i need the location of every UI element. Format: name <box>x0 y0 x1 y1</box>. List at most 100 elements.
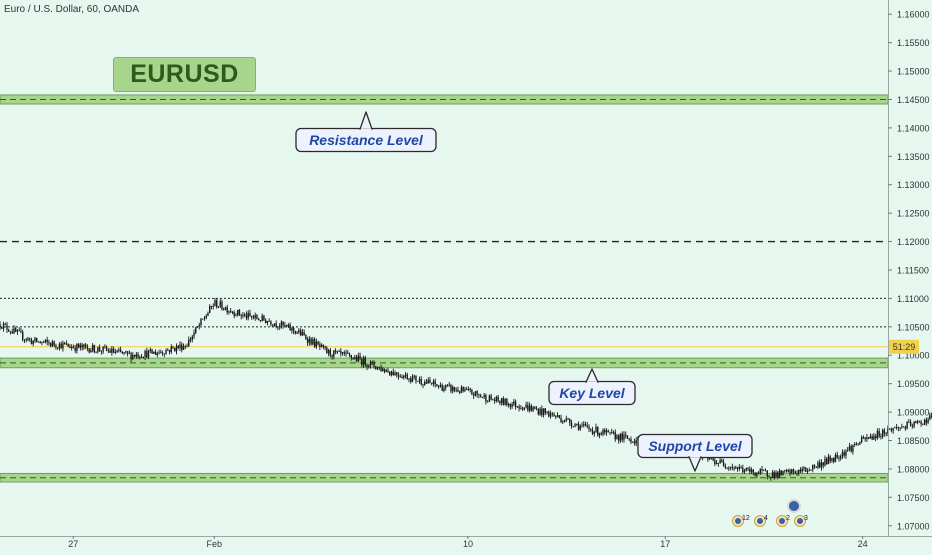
candle-body <box>184 346 186 348</box>
candle-body <box>214 300 216 306</box>
candle-body <box>826 458 828 464</box>
candle-body <box>920 421 922 424</box>
candle-body <box>721 460 723 462</box>
candle-body <box>820 462 823 468</box>
candle-body <box>345 352 347 354</box>
candle-body <box>860 437 863 443</box>
candle-body <box>880 436 882 438</box>
candle-body <box>626 435 629 439</box>
candle-body <box>855 444 858 446</box>
candle-body <box>322 344 325 347</box>
candle-body <box>747 467 749 469</box>
candle-body <box>927 419 929 423</box>
candle-body <box>839 456 842 459</box>
candle-body <box>172 346 174 348</box>
candle-body <box>504 398 506 405</box>
candle-body <box>530 405 533 411</box>
candle-body <box>271 324 274 326</box>
candle-body <box>291 327 293 331</box>
candle-body <box>715 462 718 465</box>
candle-body <box>852 444 854 452</box>
candle-body <box>93 345 96 353</box>
candle-body <box>453 386 456 391</box>
candle-body <box>556 415 559 417</box>
candle-body <box>892 428 894 431</box>
price-tick-label: 1.13500 <box>897 152 930 162</box>
candle-body <box>235 315 237 317</box>
candle-body <box>623 434 625 440</box>
candle-body <box>151 349 153 354</box>
candle-body <box>859 442 861 445</box>
price-tick-label: 1.12000 <box>897 237 930 247</box>
candle-body <box>493 399 496 402</box>
candle-body <box>465 389 468 390</box>
candle-body <box>605 430 608 433</box>
price-tick-label: 1.08500 <box>897 436 930 446</box>
candle-body <box>221 301 223 310</box>
candle-body <box>822 462 824 466</box>
candle-body <box>446 384 449 386</box>
candle-body <box>118 349 120 351</box>
candle-body <box>784 470 786 471</box>
candle-body <box>175 345 178 352</box>
candle-body <box>30 339 33 345</box>
candle-body <box>364 357 366 365</box>
candle-body <box>205 315 207 319</box>
candle-body <box>750 469 753 472</box>
candle-body <box>535 408 538 410</box>
candle-body <box>177 345 179 348</box>
candle-body <box>436 384 438 387</box>
candle-body <box>845 450 847 456</box>
candle-body <box>619 433 622 441</box>
candle-body <box>245 314 248 319</box>
candle-body <box>562 421 564 423</box>
candle-body <box>565 418 567 422</box>
candle-body <box>282 321 284 326</box>
candle-body <box>133 354 136 357</box>
candle-body <box>334 350 337 353</box>
candle-body <box>338 350 340 352</box>
candle-body <box>231 312 234 313</box>
candle-body <box>831 458 833 461</box>
candle-body <box>604 429 606 433</box>
candle-body <box>266 321 269 324</box>
price-tick-label: 1.14000 <box>897 123 930 133</box>
candle-body <box>254 315 256 318</box>
candle-body <box>635 440 637 444</box>
candle-body <box>890 429 893 431</box>
candle-body <box>261 315 263 322</box>
candle-body <box>81 344 83 348</box>
candle-body <box>174 347 176 352</box>
candle-body <box>329 349 332 356</box>
candle-body <box>621 433 623 440</box>
candle-body <box>815 466 817 468</box>
candle-body <box>25 339 27 341</box>
callout-text: Key Level <box>559 385 625 401</box>
event-marker-count: 2 <box>786 515 790 522</box>
candle-body <box>506 398 508 406</box>
candle-body <box>301 332 304 336</box>
candle-body <box>558 415 560 418</box>
candle-body <box>551 413 554 415</box>
candle-body <box>420 378 422 385</box>
candle-body <box>135 354 138 357</box>
candle-body <box>119 349 122 352</box>
candle-body <box>193 332 195 337</box>
candle-body <box>399 376 401 378</box>
candle-body <box>483 395 485 398</box>
candle-body <box>775 472 777 478</box>
candle-body <box>387 370 389 372</box>
candle-body <box>53 341 55 346</box>
candle-body <box>712 458 714 461</box>
candle-body <box>766 470 768 477</box>
candle-body <box>369 361 372 366</box>
candle-body <box>376 366 379 369</box>
candle-body <box>100 350 103 352</box>
candle-body <box>240 315 242 317</box>
candle-body <box>869 436 872 439</box>
price-tick-label: 1.14500 <box>897 95 930 105</box>
candle-body <box>848 446 851 451</box>
candle-body <box>923 419 926 425</box>
